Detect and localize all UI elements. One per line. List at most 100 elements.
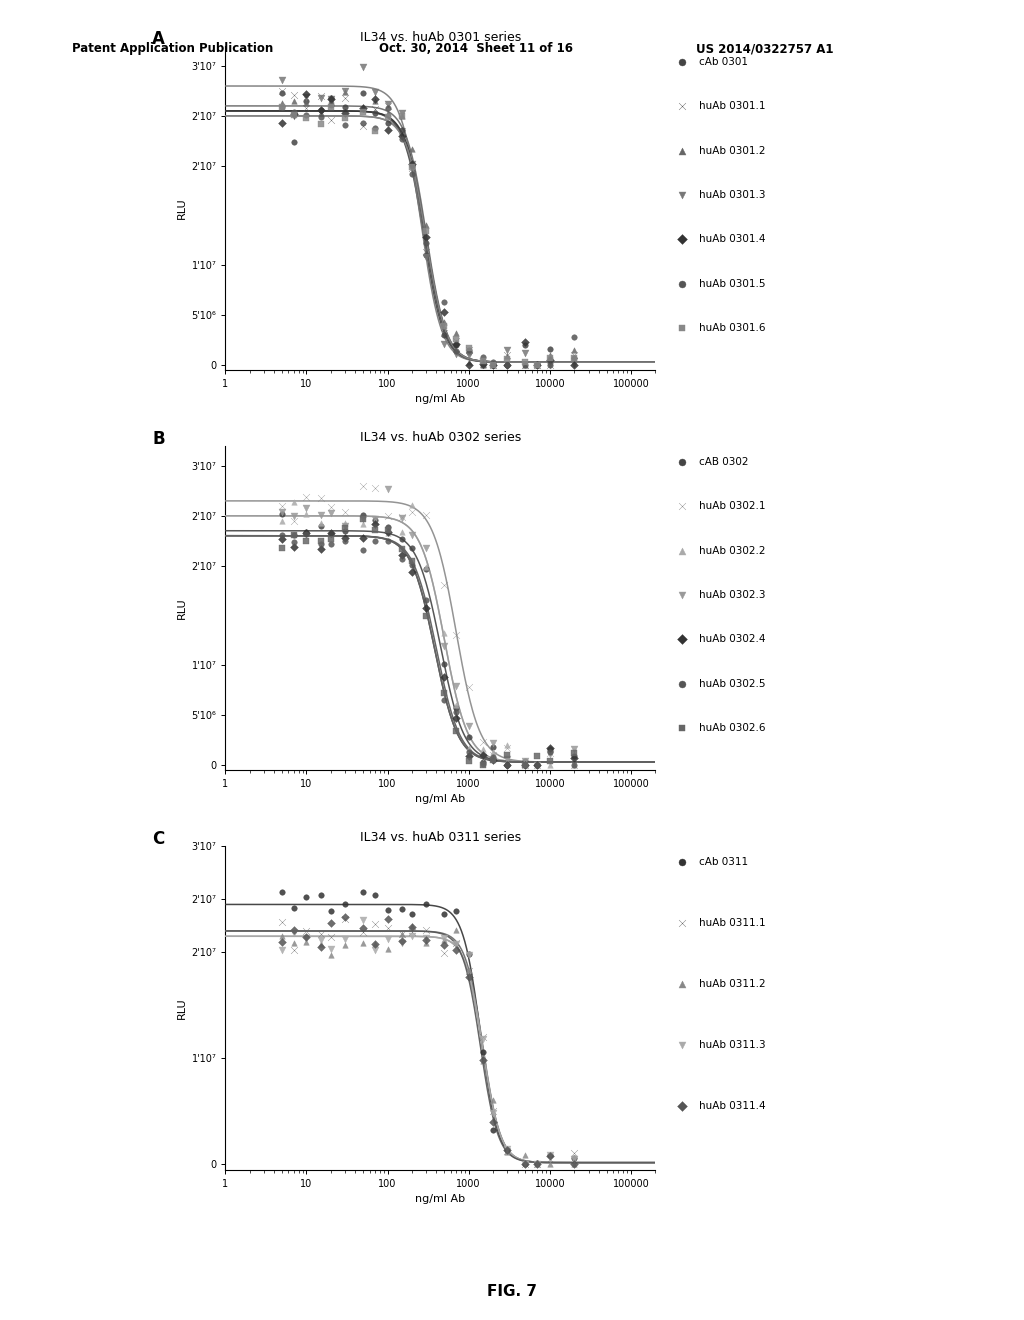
Point bbox=[355, 475, 372, 496]
Point bbox=[286, 532, 302, 553]
Point bbox=[475, 754, 492, 775]
Point bbox=[298, 86, 314, 107]
Point bbox=[566, 742, 583, 763]
Point bbox=[403, 153, 420, 174]
Point bbox=[447, 694, 464, 715]
Point bbox=[517, 1154, 534, 1175]
Point bbox=[298, 523, 314, 544]
Text: A: A bbox=[153, 30, 165, 48]
Point bbox=[403, 502, 420, 523]
Point bbox=[355, 933, 372, 954]
Point bbox=[393, 931, 410, 952]
Point bbox=[485, 1090, 502, 1111]
Point bbox=[273, 940, 290, 961]
Point bbox=[566, 754, 583, 775]
Point bbox=[393, 545, 410, 566]
Point bbox=[674, 1096, 690, 1117]
Point bbox=[273, 912, 290, 933]
Point bbox=[436, 334, 453, 355]
Point bbox=[461, 351, 477, 372]
Point bbox=[337, 502, 353, 523]
Text: huAb 0311.4: huAb 0311.4 bbox=[699, 1101, 766, 1111]
Y-axis label: RLU: RLU bbox=[177, 997, 187, 1019]
Point bbox=[323, 945, 339, 966]
Point bbox=[298, 104, 314, 125]
Point bbox=[367, 884, 383, 906]
Point bbox=[273, 112, 290, 133]
Point bbox=[379, 908, 395, 929]
Text: huAb 0301.2: huAb 0301.2 bbox=[699, 145, 766, 156]
Point bbox=[529, 1152, 546, 1173]
Point bbox=[529, 354, 546, 375]
Point bbox=[461, 345, 477, 366]
Point bbox=[286, 131, 302, 152]
Point bbox=[485, 354, 502, 375]
Point bbox=[393, 899, 410, 920]
Point bbox=[499, 339, 515, 360]
Text: huAb 0301.5: huAb 0301.5 bbox=[699, 279, 766, 289]
Point bbox=[403, 156, 420, 177]
Point bbox=[447, 624, 464, 645]
Point bbox=[475, 1049, 492, 1071]
Point bbox=[312, 114, 329, 135]
Point bbox=[355, 882, 372, 903]
Point bbox=[286, 524, 302, 545]
Point bbox=[418, 504, 434, 525]
Point bbox=[355, 114, 372, 135]
Point bbox=[379, 520, 395, 541]
Point bbox=[312, 884, 329, 906]
Point bbox=[418, 214, 434, 235]
Point bbox=[566, 1154, 583, 1175]
Point bbox=[298, 521, 314, 543]
Text: US 2014/0322757 A1: US 2014/0322757 A1 bbox=[696, 42, 834, 55]
Point bbox=[298, 83, 314, 104]
Text: huAb 0301.3: huAb 0301.3 bbox=[699, 190, 766, 199]
Point bbox=[475, 731, 492, 752]
Point bbox=[286, 491, 302, 512]
Point bbox=[403, 916, 420, 937]
Point bbox=[286, 919, 302, 940]
Point bbox=[461, 960, 477, 981]
Point bbox=[529, 754, 546, 775]
Point bbox=[566, 354, 583, 375]
Point bbox=[355, 102, 372, 123]
Point bbox=[542, 1148, 558, 1170]
Point bbox=[337, 512, 353, 533]
Point bbox=[436, 935, 453, 956]
Point bbox=[298, 927, 314, 948]
Text: huAb 0302.6: huAb 0302.6 bbox=[699, 723, 766, 733]
Point bbox=[517, 1154, 534, 1175]
Point bbox=[298, 886, 314, 907]
Point bbox=[517, 754, 534, 775]
Point bbox=[461, 676, 477, 697]
Point bbox=[393, 548, 410, 569]
Point bbox=[566, 754, 583, 775]
Point bbox=[367, 913, 383, 935]
Point bbox=[674, 317, 690, 338]
Point bbox=[286, 511, 302, 532]
Point bbox=[475, 354, 492, 375]
Point bbox=[517, 1144, 534, 1166]
Point bbox=[393, 924, 410, 945]
Point bbox=[403, 156, 420, 177]
Point bbox=[475, 751, 492, 772]
Point bbox=[393, 506, 410, 527]
Point bbox=[355, 98, 372, 119]
Point bbox=[517, 351, 534, 372]
Point bbox=[393, 103, 410, 124]
Point bbox=[499, 1139, 515, 1160]
Point bbox=[485, 354, 502, 375]
Point bbox=[367, 933, 383, 954]
Text: Oct. 30, 2014  Sheet 11 of 16: Oct. 30, 2014 Sheet 11 of 16 bbox=[379, 42, 572, 55]
Point bbox=[461, 966, 477, 987]
Point bbox=[379, 516, 395, 537]
Point bbox=[418, 556, 434, 577]
Point bbox=[542, 345, 558, 366]
Point bbox=[393, 932, 410, 953]
Point bbox=[485, 354, 502, 375]
Point bbox=[273, 503, 290, 524]
Point bbox=[436, 928, 453, 949]
Point bbox=[461, 339, 477, 360]
Point bbox=[674, 628, 690, 649]
Point bbox=[436, 653, 453, 675]
